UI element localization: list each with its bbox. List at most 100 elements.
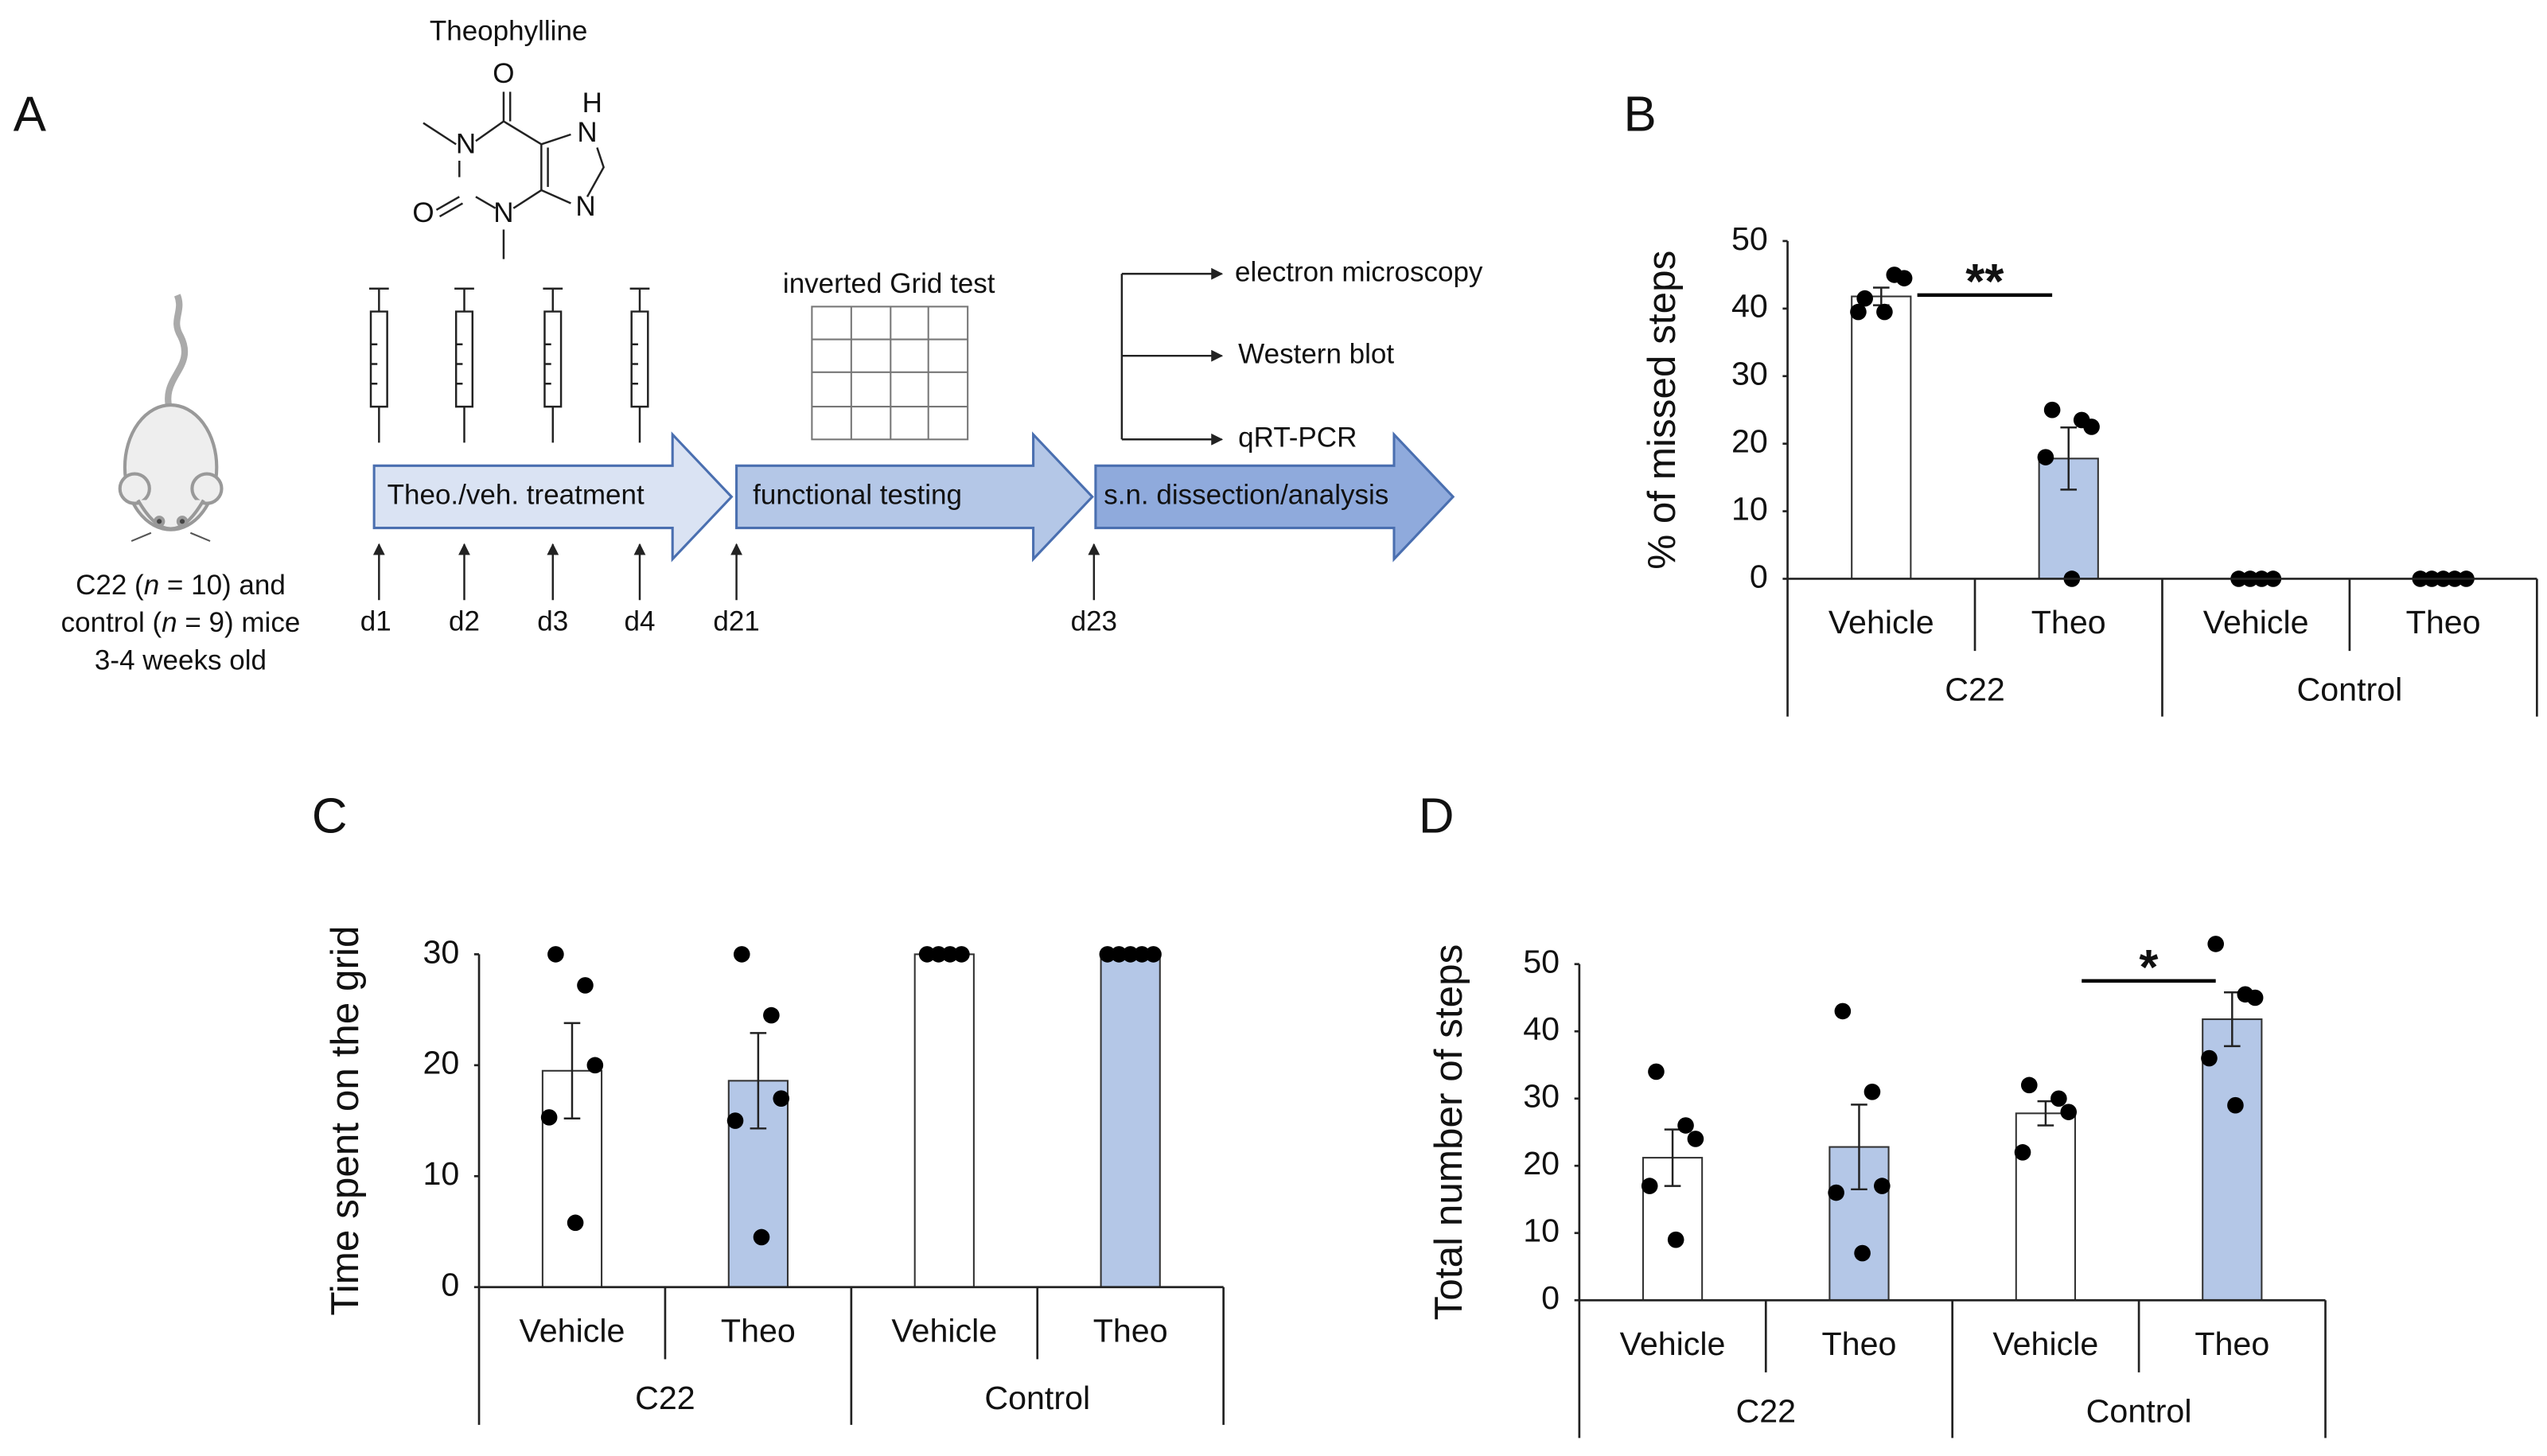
y-tick-label: 10 — [1731, 490, 1768, 527]
x-tick-label: Vehicle — [2203, 604, 2309, 640]
y-tick-label: 50 — [1523, 944, 1560, 980]
x-tick-label: Theo — [721, 1312, 796, 1349]
atom: N — [493, 197, 513, 228]
error-bar — [563, 1022, 581, 1120]
y-tick-label: 20 — [423, 1045, 459, 1081]
test-label: inverted Grid test — [783, 268, 995, 299]
data-point — [2060, 1104, 2078, 1120]
stage-arrow — [735, 431, 1094, 563]
data-point — [2014, 1144, 2031, 1161]
group-label: C22 — [1945, 672, 2005, 708]
day-label: d3 — [537, 605, 568, 637]
atom: H — [582, 88, 602, 119]
bar — [1851, 295, 1912, 580]
error-bar — [750, 1032, 767, 1130]
group-label: C22 — [635, 1380, 695, 1416]
atom: O — [493, 58, 514, 89]
bar — [1100, 953, 1161, 1288]
data-point — [2227, 1096, 2244, 1114]
group-label: Control — [2086, 1392, 2192, 1429]
x-tick-label: Vehicle — [1992, 1326, 2098, 1362]
error-bar — [1664, 1128, 1681, 1187]
data-point — [1145, 946, 1162, 963]
error-bar — [1851, 1104, 1867, 1191]
day-label: d4 — [625, 605, 656, 637]
day-label: d1 — [360, 605, 391, 637]
caption-part: = 9) mice — [177, 607, 301, 638]
error-bar — [2060, 426, 2078, 491]
x-tick-label: Vehicle — [1620, 1326, 1726, 1362]
data-point — [733, 946, 750, 963]
data-point — [941, 946, 959, 963]
stage-arrow — [1094, 431, 1455, 563]
x-tick-label: Vehicle — [891, 1312, 997, 1349]
y-tick-label: 40 — [1523, 1010, 1560, 1047]
caption-part: n — [144, 570, 159, 601]
data-point — [2050, 1090, 2067, 1108]
group-label: Control — [984, 1380, 1090, 1416]
x-tick-label: Theo — [2195, 1326, 2269, 1362]
data-point — [753, 1228, 770, 1246]
stage-label: Theo./veh. treatment — [388, 480, 645, 511]
data-point — [1677, 1117, 1694, 1134]
y-tick-label: 0 — [1541, 1279, 1560, 1316]
compound-name: Theophylline — [430, 15, 588, 46]
data-point — [2207, 936, 2224, 952]
caption-part: = 10) and — [159, 570, 286, 601]
structure — [423, 91, 606, 259]
x-tick-label: Vehicle — [520, 1312, 625, 1349]
bar — [913, 953, 975, 1288]
data-point — [1099, 946, 1116, 963]
data-point — [2020, 1076, 2038, 1094]
data-point — [577, 977, 594, 994]
atom: N — [575, 191, 595, 222]
data-point — [1687, 1131, 1704, 1147]
panel-label: A — [14, 88, 47, 142]
data-point — [1648, 1063, 1665, 1080]
syringes — [368, 287, 650, 443]
data-point — [586, 1057, 604, 1074]
y-axis-title: % of missed steps — [1640, 251, 1684, 570]
data-point — [1834, 1002, 1852, 1020]
day-label: d2 — [449, 605, 480, 637]
x-tick-label: Theo — [1822, 1326, 1897, 1362]
atom: O — [412, 197, 434, 228]
y-tick-label: 30 — [1731, 356, 1768, 392]
atom: N — [577, 117, 597, 148]
panel-label: C — [312, 789, 348, 844]
bar — [2202, 1018, 2263, 1302]
data-point — [1854, 1244, 1871, 1262]
data-point — [1895, 270, 1913, 286]
data-point — [1828, 1184, 1844, 1201]
day-label: d21 — [713, 605, 759, 637]
branches — [1120, 267, 1224, 446]
y-tick-label: 50 — [1731, 220, 1768, 257]
data-point — [1876, 303, 1893, 321]
data-point — [773, 1090, 790, 1107]
data-point — [918, 946, 936, 963]
x-tick-label: Vehicle — [1828, 604, 1934, 640]
data-point — [1110, 946, 1127, 963]
caption-part: C22 ( — [76, 570, 144, 601]
day-label: d23 — [1071, 605, 1117, 637]
panel-label: D — [1419, 789, 1455, 844]
data-point — [1133, 946, 1151, 963]
group-label: Control — [2296, 672, 2402, 708]
day-arrows — [372, 543, 1100, 601]
data-point — [726, 1112, 744, 1129]
data-point — [763, 1006, 780, 1024]
analysis-label: Western blot — [1238, 338, 1394, 369]
data-point — [2037, 449, 2054, 465]
caption-part: control ( — [61, 607, 162, 638]
panel-label: B — [1623, 88, 1656, 142]
data-point — [1122, 946, 1139, 963]
y-tick-label: 0 — [441, 1267, 459, 1303]
y-tick-label: 0 — [1750, 558, 1768, 594]
caption-part: n — [162, 607, 177, 638]
data-point — [2043, 401, 2061, 419]
panel-a: A Theophylline O H N N N O N C22 (n = 10… — [14, 15, 1483, 675]
data-point — [1864, 1083, 1881, 1100]
data-point — [1667, 1231, 1684, 1248]
